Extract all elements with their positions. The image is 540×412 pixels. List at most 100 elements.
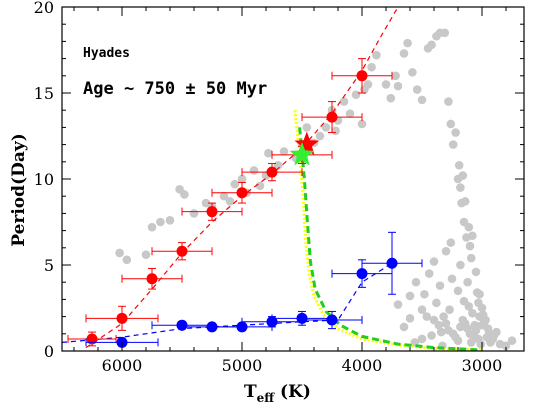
binned-period-point xyxy=(356,70,368,82)
field-star-point xyxy=(302,123,312,132)
y-tick-label: 20 xyxy=(34,0,54,17)
field-star-point xyxy=(420,289,429,299)
fit-curve-line xyxy=(85,7,399,349)
field-star-point xyxy=(367,62,376,72)
field-star-point xyxy=(427,331,436,340)
field-star-point xyxy=(441,319,451,328)
field-star-point xyxy=(237,174,247,184)
binned-period-point xyxy=(116,312,128,324)
field-star-point xyxy=(468,231,477,241)
field-star-point xyxy=(471,326,481,335)
field-star-point xyxy=(363,80,373,89)
binned-period-point xyxy=(86,333,98,345)
field-star-point xyxy=(427,40,436,50)
field-star-point xyxy=(464,222,474,232)
binned-period-point xyxy=(206,206,218,218)
field-star-point xyxy=(445,305,454,315)
field-star-point xyxy=(464,301,474,311)
field-star-point xyxy=(399,49,409,58)
x-axis-label: Teff (K) xyxy=(244,382,311,405)
field-star-point xyxy=(468,308,477,318)
field-star-point xyxy=(458,171,468,180)
field-star-point xyxy=(381,80,391,89)
series-layer xyxy=(62,7,517,351)
field-star-point xyxy=(412,85,422,94)
field-star-point xyxy=(444,97,453,106)
star-marker xyxy=(289,141,315,166)
field-star-point xyxy=(440,28,450,38)
x-axis-label-sub: eff xyxy=(257,391,276,405)
field-star-point xyxy=(165,215,175,225)
binned-period-point xyxy=(236,321,248,333)
star-marker xyxy=(294,131,320,156)
field-star-point xyxy=(448,140,458,149)
x-tick-label: 6000 xyxy=(102,356,143,375)
field-star-point xyxy=(372,50,381,60)
field-star-point xyxy=(456,183,465,192)
fit-curve-line xyxy=(293,110,483,351)
field-star-point xyxy=(417,305,427,315)
field-star-point xyxy=(403,38,412,48)
field-star-point xyxy=(189,209,199,218)
field-star-point xyxy=(475,289,484,299)
field-star-point xyxy=(489,331,499,340)
field-star-point xyxy=(357,119,367,129)
field-star-point xyxy=(393,81,403,91)
field-star-point xyxy=(456,260,465,270)
field-star-point xyxy=(446,238,456,247)
y-axis-label: Period(Day) xyxy=(9,133,29,247)
field-star-point xyxy=(465,241,475,251)
field-star-point xyxy=(219,191,229,201)
field-star-point xyxy=(141,250,151,259)
field-star-point xyxy=(115,248,124,258)
field-star-point xyxy=(399,322,409,332)
field-star-point xyxy=(453,336,463,345)
field-star-point xyxy=(507,336,517,345)
field-star-point xyxy=(230,179,240,189)
field-star-point xyxy=(279,147,289,156)
field-star-point xyxy=(447,274,457,284)
x-tick-label: 5000 xyxy=(222,356,263,375)
field-star-point xyxy=(476,339,486,349)
field-star-point xyxy=(446,119,456,129)
field-star-point xyxy=(424,269,434,278)
binned-period-point xyxy=(146,273,158,285)
field-star-point xyxy=(321,123,331,132)
annotation-age: Age ~ 750 ± 50 Myr xyxy=(83,79,267,99)
field-star-point xyxy=(255,181,265,191)
field-star-point xyxy=(439,312,448,321)
binned-period-point xyxy=(326,111,338,123)
field-star-point xyxy=(432,298,441,308)
binned-period-point xyxy=(236,187,248,199)
field-star-point xyxy=(441,246,451,256)
field-star-point xyxy=(122,255,132,265)
y-tick-label: 5 xyxy=(44,256,54,275)
fit-curve-line xyxy=(298,127,483,351)
field-star-point xyxy=(405,291,415,301)
field-star-point xyxy=(339,97,349,106)
binned-period-point xyxy=(326,314,338,326)
x-tick-label: 4000 xyxy=(342,356,383,375)
x-axis-label-main: T xyxy=(244,382,257,402)
tick-layer: 6000 5000 4000 3000 0 5 10 15 20 xyxy=(34,0,524,375)
field-star-point xyxy=(393,300,403,309)
field-star-point xyxy=(417,334,427,344)
y-tick-label: 0 xyxy=(44,342,54,361)
field-star-point xyxy=(351,90,361,100)
binned-period-point xyxy=(356,268,368,280)
field-star-point xyxy=(422,312,432,321)
field-star-point xyxy=(331,126,340,136)
field-star-point xyxy=(480,317,489,327)
y-tick-label: 10 xyxy=(34,170,54,189)
field-star-point xyxy=(471,267,481,277)
binned-period-point xyxy=(386,257,398,269)
field-star-point xyxy=(156,217,165,227)
field-star-point xyxy=(463,277,472,287)
field-star-point xyxy=(434,320,444,330)
field-star-point xyxy=(460,197,470,206)
field-star-point xyxy=(386,93,396,103)
field-star-point xyxy=(453,286,463,296)
binned-period-point xyxy=(266,166,278,178)
field-star-point xyxy=(466,338,476,347)
field-star-point xyxy=(147,222,157,232)
